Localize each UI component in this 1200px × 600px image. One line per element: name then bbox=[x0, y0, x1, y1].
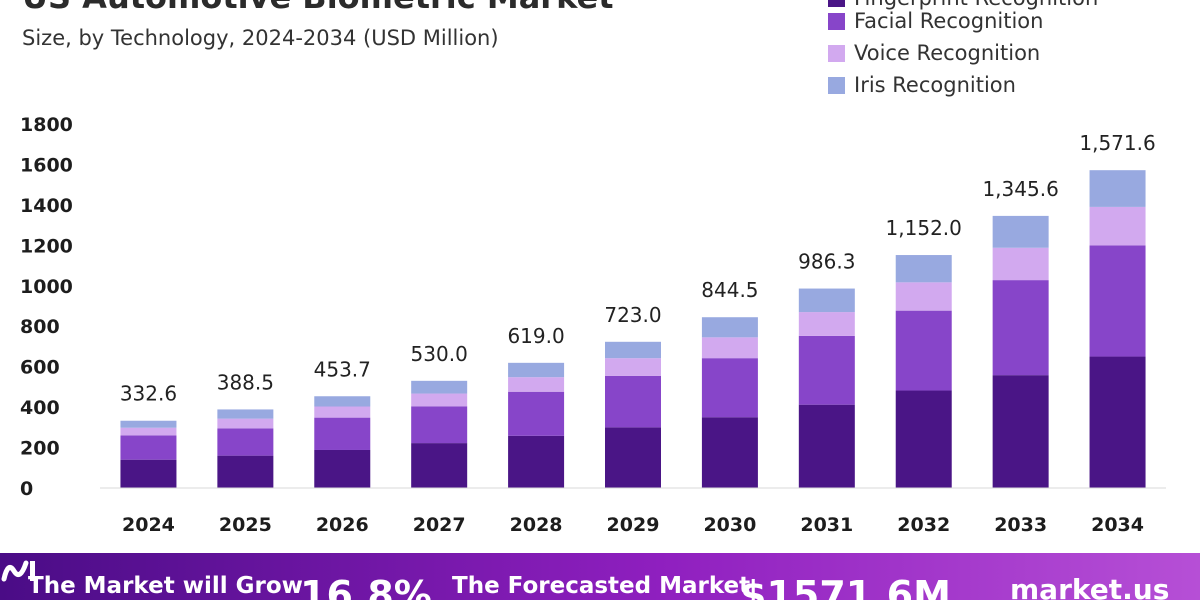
bar-segment-fingerprint-recognition bbox=[508, 435, 565, 488]
bar-segment-voice-recognition bbox=[1089, 206, 1146, 246]
x-tick-label: 2030 bbox=[703, 514, 756, 536]
footer-banner: The Market will Grow 16.8% The Forecaste… bbox=[0, 553, 1200, 600]
legend-item-facial: Facial Recognition bbox=[828, 9, 1043, 33]
bar-total-label: 530.0 bbox=[411, 342, 468, 366]
legend-label-voice: Voice Recognition bbox=[854, 41, 1041, 65]
footer-grow-text: The Market will Grow bbox=[28, 573, 303, 599]
chart-title: US Automotive Biometric Market bbox=[22, 0, 613, 16]
bar-segment-facial-recognition bbox=[895, 310, 952, 391]
y-tick-label: 1600 bbox=[20, 154, 73, 176]
bar-segment-facial-recognition bbox=[120, 435, 177, 460]
bar-segment-voice-recognition bbox=[895, 282, 952, 311]
bar-segment-iris-recognition bbox=[508, 362, 565, 378]
bar-total-label: 619.0 bbox=[507, 324, 564, 348]
bar-total-label: 332.6 bbox=[120, 382, 177, 406]
bar-segment-iris-recognition bbox=[314, 396, 371, 407]
bar-segment-facial-recognition bbox=[701, 358, 758, 418]
bar-segment-fingerprint-recognition bbox=[798, 404, 855, 488]
bar-segment-fingerprint-recognition bbox=[895, 390, 952, 488]
legend-swatch-voice bbox=[828, 44, 845, 62]
bar-segment-fingerprint-recognition bbox=[1089, 356, 1146, 488]
bar-segment-iris-recognition bbox=[1089, 170, 1146, 207]
bar-segment-voice-recognition bbox=[411, 393, 468, 407]
x-tick-label: 2025 bbox=[219, 514, 272, 536]
y-tick-label: 600 bbox=[20, 357, 60, 379]
bar-segment-facial-recognition bbox=[1089, 245, 1146, 357]
bar-total-label: 1,345.6 bbox=[982, 177, 1058, 201]
chart-subtitle: Size, by Technology, 2024-2034 (USD Mill… bbox=[22, 26, 499, 50]
legend-label-facial: Facial Recognition bbox=[854, 9, 1044, 33]
bar-segment-fingerprint-recognition bbox=[992, 375, 1049, 488]
y-tick-label: 800 bbox=[20, 316, 60, 338]
bar-segment-facial-recognition bbox=[411, 406, 468, 444]
y-tick-label: 1800 bbox=[20, 114, 73, 136]
legend-item-iris: Iris Recognition bbox=[828, 73, 1016, 97]
bar-segment-fingerprint-recognition bbox=[701, 417, 758, 488]
bar-segment-voice-recognition bbox=[798, 312, 855, 336]
x-tick-label: 2033 bbox=[994, 514, 1047, 536]
legend-swatch-facial bbox=[828, 12, 845, 30]
bar-segment-iris-recognition bbox=[120, 420, 177, 428]
y-tick-label: 200 bbox=[20, 438, 60, 460]
bar-segment-iris-recognition bbox=[605, 341, 661, 359]
bar-segment-fingerprint-recognition bbox=[120, 459, 177, 488]
y-tick-label: 1400 bbox=[20, 195, 73, 217]
bar-segment-voice-recognition bbox=[217, 418, 274, 429]
bar-segment-iris-recognition bbox=[798, 288, 855, 313]
bar-total-label: 986.3 bbox=[798, 250, 855, 274]
bar-total-label: 1,571.6 bbox=[1079, 131, 1155, 155]
bar-segment-iris-recognition bbox=[217, 409, 274, 419]
x-tick-label: 2034 bbox=[1091, 514, 1144, 536]
bar-segment-facial-recognition bbox=[605, 375, 661, 428]
y-tick-label: 0 bbox=[20, 478, 33, 500]
bar-segment-iris-recognition bbox=[992, 215, 1049, 248]
x-tick-label: 2024 bbox=[122, 514, 175, 536]
bar-segment-iris-recognition bbox=[701, 317, 758, 338]
bar-segment-voice-recognition bbox=[508, 377, 565, 392]
stacked-bar-chart: 0 200 400 600 800 1000 1200 1400 1600 1800 332.6 20… bbox=[20, 114, 1166, 536]
footer-cagr-value: 16.8% bbox=[300, 573, 432, 600]
legend-swatch-fingerprint bbox=[828, 0, 845, 7]
bar-segment-facial-recognition bbox=[217, 428, 274, 456]
x-tick-label: 2032 bbox=[897, 514, 950, 536]
bar-segment-fingerprint-recognition bbox=[314, 449, 371, 488]
bar-total-label: 388.5 bbox=[217, 370, 274, 394]
bar-segment-fingerprint-recognition bbox=[411, 443, 468, 488]
footer-brand: market.us bbox=[1010, 573, 1170, 600]
bar-segment-voice-recognition bbox=[120, 427, 177, 436]
market-us-logo-icon bbox=[1, 560, 35, 582]
legend-label-fingerprint: Fingerprint Recognition bbox=[854, 0, 1098, 10]
bar-segment-facial-recognition bbox=[992, 280, 1049, 376]
x-tick-label: 2026 bbox=[316, 514, 369, 536]
x-tick-label: 2027 bbox=[413, 514, 466, 536]
bar-segment-iris-recognition bbox=[895, 255, 952, 283]
y-tick-label: 1200 bbox=[20, 235, 73, 257]
footer-forecast-text: The Forecasted Market bbox=[452, 573, 751, 599]
bar-segment-voice-recognition bbox=[992, 247, 1049, 281]
legend-label-iris: Iris Recognition bbox=[854, 73, 1016, 97]
bar-total-label: 453.7 bbox=[314, 357, 371, 381]
legend-swatch-iris bbox=[828, 76, 845, 94]
bar-segment-facial-recognition bbox=[314, 417, 371, 450]
x-tick-label: 2028 bbox=[510, 514, 563, 536]
legend-item-fingerprint: Fingerprint Recognition bbox=[828, 0, 1098, 10]
bar-segment-fingerprint-recognition bbox=[217, 455, 274, 488]
bar-total-label: 1,152.0 bbox=[886, 216, 962, 240]
bar-segment-voice-recognition bbox=[701, 337, 758, 359]
bar-segment-facial-recognition bbox=[508, 391, 565, 436]
bar-segment-voice-recognition bbox=[314, 406, 371, 418]
bar-segment-facial-recognition bbox=[798, 335, 855, 405]
legend-item-voice: Voice Recognition bbox=[828, 41, 1040, 65]
bar-segment-fingerprint-recognition bbox=[605, 427, 661, 488]
x-tick-label: 2031 bbox=[800, 514, 853, 536]
y-tick-label: 1000 bbox=[20, 276, 73, 298]
bar-segment-iris-recognition bbox=[411, 380, 468, 394]
y-tick-label: 400 bbox=[20, 397, 60, 419]
bar-total-label: 844.5 bbox=[701, 278, 758, 302]
x-tick-label: 2029 bbox=[607, 514, 660, 536]
legend: Fingerprint Recognition Facial Recogniti… bbox=[828, 0, 1200, 104]
footer-forecast-value: $1571.6M bbox=[740, 573, 951, 600]
bar-segment-voice-recognition bbox=[605, 358, 661, 376]
bar-total-label: 723.0 bbox=[604, 303, 661, 327]
